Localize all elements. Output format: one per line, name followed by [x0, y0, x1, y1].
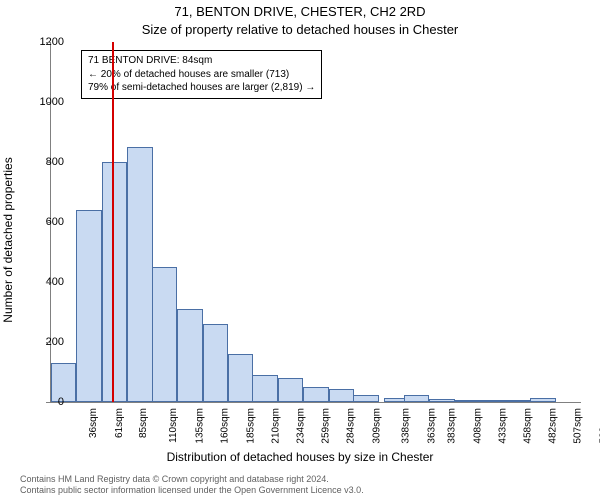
footer: Contains HM Land Registry data © Crown c… — [20, 474, 590, 497]
plot-area: 71 BENTON DRIVE: 84sqm ← 20% of detached… — [50, 42, 581, 403]
histogram-bar — [455, 400, 480, 402]
histogram-bar — [76, 210, 101, 402]
x-tick-label: 160sqm — [220, 408, 231, 444]
histogram-bar — [228, 354, 253, 402]
x-tick-label: 110sqm — [168, 408, 179, 443]
histogram-bar — [429, 399, 454, 402]
y-axis-label: Number of detached properties — [1, 157, 15, 322]
x-tick-label: 338sqm — [401, 408, 412, 444]
x-tick-label: 363sqm — [426, 408, 437, 444]
y-tick-mark — [46, 282, 50, 283]
histogram-bar — [127, 147, 152, 402]
x-tick-label: 408sqm — [472, 408, 483, 444]
y-tick-mark — [46, 42, 50, 43]
x-tick-label: 259sqm — [321, 408, 332, 444]
histogram-bar — [152, 267, 177, 402]
chart-container: { "title_line1": "71, BENTON DRIVE, CHES… — [0, 0, 600, 500]
y-tick-mark — [46, 342, 50, 343]
histogram-bar — [353, 395, 378, 403]
x-tick-label: 185sqm — [245, 408, 256, 444]
y-tick-mark — [46, 222, 50, 223]
histogram-bar — [177, 309, 202, 402]
histogram-bar — [278, 378, 303, 402]
annotation-box: 71 BENTON DRIVE: 84sqm ← 20% of detached… — [81, 50, 322, 99]
histogram-bar — [505, 400, 530, 402]
x-tick-label: 61sqm — [114, 408, 125, 438]
x-tick-label: 36sqm — [88, 408, 99, 438]
annotation-line-1: 71 BENTON DRIVE: 84sqm — [88, 54, 315, 68]
histogram-bar — [530, 398, 555, 402]
x-tick-label: 458sqm — [523, 408, 534, 444]
histogram-bar — [480, 400, 505, 402]
x-tick-label: 85sqm — [138, 408, 149, 438]
y-tick-mark — [46, 162, 50, 163]
x-tick-label: 433sqm — [498, 408, 509, 444]
histogram-bar — [404, 395, 429, 402]
histogram-bar — [203, 324, 228, 402]
footer-line-2: Contains public sector information licen… — [20, 485, 590, 496]
x-tick-label: 234sqm — [295, 408, 306, 444]
histogram-bar — [252, 375, 277, 402]
x-tick-label: 135sqm — [194, 408, 205, 444]
annotation-line-3: 79% of semi-detached houses are larger (… — [88, 81, 315, 95]
property-marker-line — [112, 42, 114, 402]
histogram-bar — [303, 387, 328, 402]
title-line-2: Size of property relative to detached ho… — [0, 22, 600, 37]
y-tick-mark — [46, 102, 50, 103]
title-line-1: 71, BENTON DRIVE, CHESTER, CH2 2RD — [0, 4, 600, 19]
histogram-bar — [102, 162, 127, 402]
x-tick-label: 383sqm — [447, 408, 458, 444]
x-axis-label: Distribution of detached houses by size … — [0, 450, 600, 464]
x-tick-label: 210sqm — [271, 408, 282, 444]
x-tick-label: 482sqm — [547, 408, 558, 444]
footer-line-1: Contains HM Land Registry data © Crown c… — [20, 474, 590, 485]
histogram-bar — [329, 389, 354, 403]
annotation-line-2: ← 20% of detached houses are smaller (71… — [88, 68, 315, 82]
x-tick-label: 309sqm — [372, 408, 383, 444]
y-tick-mark — [46, 402, 50, 403]
x-tick-label: 284sqm — [346, 408, 357, 444]
x-tick-label: 507sqm — [573, 408, 584, 444]
